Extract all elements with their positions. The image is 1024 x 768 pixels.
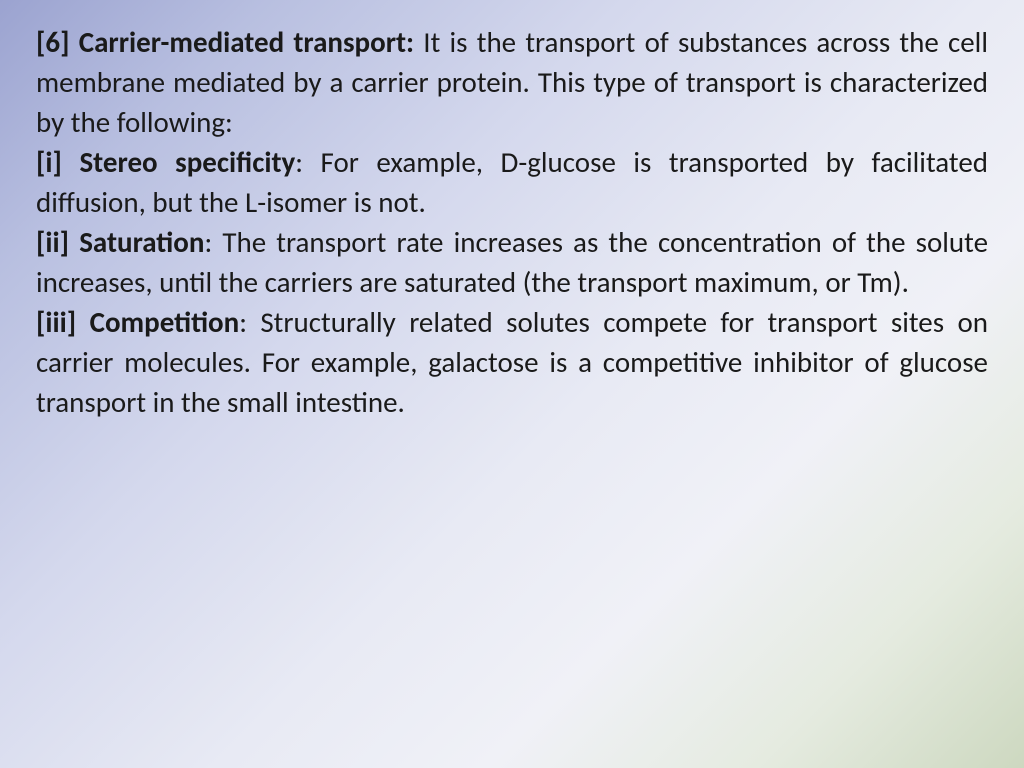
item-1-label: [i] Stereo specificity <box>36 144 295 180</box>
item-3: [iii] Competition: Structurally related … <box>36 302 988 422</box>
item-1: [i] Stereo specificity: For example, D-g… <box>36 142 988 222</box>
item-3-label: [iii] Competition <box>36 304 239 340</box>
slide-content: [6] Carrier-mediated transport: It is th… <box>0 0 1024 768</box>
item-2: [ii] Saturation: The transport rate incr… <box>36 222 988 302</box>
item-2-label: [ii] Saturation <box>36 224 204 260</box>
main-heading-label: [6] Carrier-mediated transport: <box>36 24 414 60</box>
main-paragraph: [6] Carrier-mediated transport: It is th… <box>36 22 988 142</box>
